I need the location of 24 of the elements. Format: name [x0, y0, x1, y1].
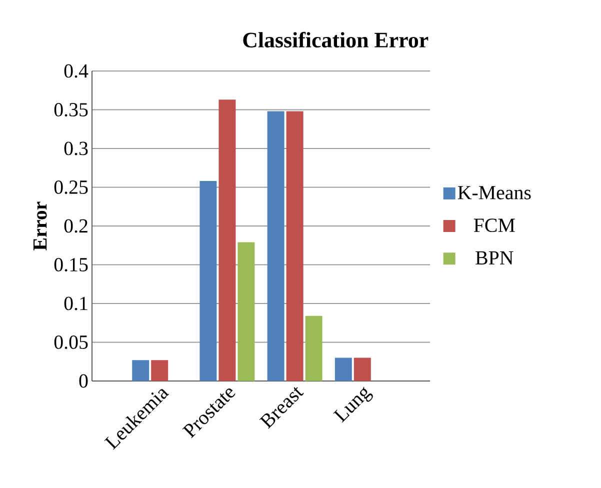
- bar: [267, 111, 284, 381]
- y-tick-label: 0.1: [64, 296, 88, 310]
- y-tick-label: 0.15: [54, 258, 88, 272]
- legend-label: K-Means: [458, 186, 531, 200]
- bar: [200, 181, 217, 381]
- bar: [334, 358, 352, 381]
- y-tick-label: 0.4: [64, 64, 88, 78]
- bar: [151, 360, 168, 381]
- y-tick-label: 0.2: [64, 219, 88, 233]
- bar: [305, 316, 322, 381]
- y-axis-title: Error: [34, 202, 47, 250]
- y-tick-label: 0.05: [54, 335, 88, 350]
- bar: [238, 242, 255, 381]
- legend-label: BPN: [476, 251, 514, 264]
- y-tick-label: 0.3: [64, 142, 88, 156]
- chart-title: Classification Error: [243, 32, 428, 48]
- y-tick-label: 0.35: [54, 102, 88, 117]
- bar: [286, 111, 304, 381]
- y-tick-label: 0: [79, 374, 88, 388]
- legend-label: FCM: [474, 218, 515, 232]
- bar: [218, 100, 236, 381]
- bar: [354, 358, 371, 381]
- bar: [132, 360, 150, 381]
- y-tick-label: 0.25: [54, 180, 88, 194]
